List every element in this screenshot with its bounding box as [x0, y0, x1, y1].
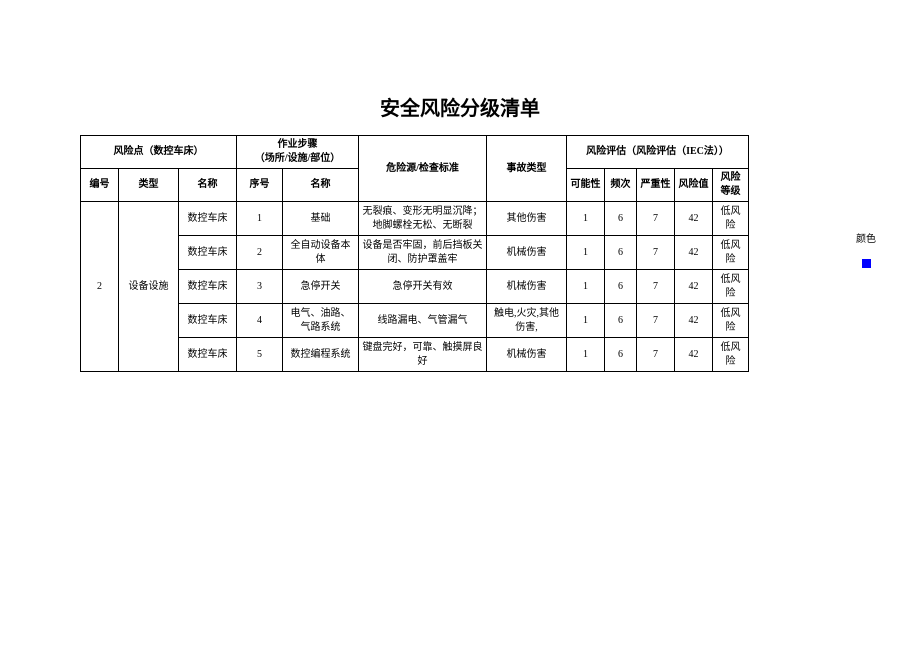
header-severity: 严重性	[637, 169, 675, 202]
cell-level: 低风险	[713, 270, 749, 304]
cell-val: 42	[675, 304, 713, 338]
header-work-step: 作业步骤 （场所/设施/部位）	[237, 136, 359, 169]
cell-freq: 6	[605, 338, 637, 372]
header-frequency: 频次	[605, 169, 637, 202]
header-risk-point: 风险点（数控车床）	[81, 136, 237, 169]
header-accident: 事故类型	[487, 136, 567, 202]
table-row: 2设备设施数控车床1基础无裂痕、变形无明显沉降；地脚螺栓无松、无断裂其他伤害16…	[81, 202, 749, 236]
header-type: 类型	[119, 169, 179, 202]
cell-sev: 7	[637, 236, 675, 270]
cell-hazard: 线路漏电、气管漏气	[359, 304, 487, 338]
table-row: 数控车床2全自动设备本体设备是否牢固，前后挡板关闭、防护罩盖牢机械伤害16742…	[81, 236, 749, 270]
cell-like: 1	[567, 270, 605, 304]
cell-name: 数控车床	[179, 304, 237, 338]
table-row: 数控车床3急停开关急停开关有效机械伤害16742低风险	[81, 270, 749, 304]
risk-table: 风险点（数控车床） 作业步骤 （场所/设施/部位） 危险源/检查标准 事故类型 …	[80, 135, 749, 372]
cell-accident: 机械伤害	[487, 236, 567, 270]
cell-seq: 3	[237, 270, 283, 304]
color-swatch	[862, 259, 871, 268]
header-name2: 名称	[283, 169, 359, 202]
cell-freq: 6	[605, 236, 637, 270]
cell-like: 1	[567, 304, 605, 338]
cell-accident: 机械伤害	[487, 270, 567, 304]
cell-freq: 6	[605, 270, 637, 304]
cell-sev: 7	[637, 270, 675, 304]
header-seq: 序号	[237, 169, 283, 202]
cell-step: 数控编程系统	[283, 338, 359, 372]
header-number: 编号	[81, 169, 119, 202]
cell-accident: 其他伤害	[487, 202, 567, 236]
header-risk-value: 风险值	[675, 169, 713, 202]
cell-name: 数控车床	[179, 202, 237, 236]
cell-level: 低风险	[713, 236, 749, 270]
cell-step: 电气、油路、气路系统	[283, 304, 359, 338]
cell-like: 1	[567, 236, 605, 270]
cell-sev: 7	[637, 202, 675, 236]
cell-sev: 7	[637, 338, 675, 372]
cell-freq: 6	[605, 304, 637, 338]
cell-seq: 4	[237, 304, 283, 338]
table-body: 2设备设施数控车床1基础无裂痕、变形无明显沉降；地脚螺栓无松、无断裂其他伤害16…	[81, 202, 749, 372]
color-label: 颜色	[856, 230, 876, 245]
color-column: 颜色	[856, 230, 876, 271]
cell-val: 42	[675, 338, 713, 372]
cell-accident: 触电,火灾,其他伤害,	[487, 304, 567, 338]
table-wrapper: 风险点（数控车床） 作业步骤 （场所/设施/部位） 危险源/检查标准 事故类型 …	[80, 135, 749, 372]
cell-step: 急停开关	[283, 270, 359, 304]
cell-name: 数控车床	[179, 338, 237, 372]
cell-name: 数控车床	[179, 270, 237, 304]
header-work-step-line2: （场所/设施/部位）	[255, 153, 341, 164]
cell-hazard: 设备是否牢固，前后挡板关闭、防护罩盖牢	[359, 236, 487, 270]
cell-seq: 2	[237, 236, 283, 270]
cell-seq: 1	[237, 202, 283, 236]
cell-level: 低风险	[713, 202, 749, 236]
cell-number: 2	[81, 202, 119, 372]
cell-seq: 5	[237, 338, 283, 372]
cell-step: 全自动设备本体	[283, 236, 359, 270]
cell-hazard: 键盘完好，可靠、触摸屏良好	[359, 338, 487, 372]
header-risk-eval: 风险评估（风险评估（IEC法））	[567, 136, 749, 169]
cell-hazard: 急停开关有效	[359, 270, 487, 304]
table-row: 数控车床5数控编程系统键盘完好，可靠、触摸屏良好机械伤害16742低风险	[81, 338, 749, 372]
cell-like: 1	[567, 338, 605, 372]
cell-val: 42	[675, 202, 713, 236]
cell-type: 设备设施	[119, 202, 179, 372]
cell-level: 低风险	[713, 304, 749, 338]
table-row: 数控车床4电气、油路、气路系统线路漏电、气管漏气触电,火灾,其他伤害,16742…	[81, 304, 749, 338]
header-hazard: 危险源/检查标准	[359, 136, 487, 202]
header-name1: 名称	[179, 169, 237, 202]
cell-val: 42	[675, 236, 713, 270]
cell-name: 数控车床	[179, 236, 237, 270]
header-work-step-line1: 作业步骤	[278, 139, 318, 150]
cell-accident: 机械伤害	[487, 338, 567, 372]
header-risk-level: 风险等级	[713, 169, 749, 202]
page-title: 安全风险分级清单	[0, 0, 920, 133]
cell-like: 1	[567, 202, 605, 236]
cell-freq: 6	[605, 202, 637, 236]
header-likelihood: 可能性	[567, 169, 605, 202]
cell-val: 42	[675, 270, 713, 304]
cell-step: 基础	[283, 202, 359, 236]
cell-level: 低风险	[713, 338, 749, 372]
cell-hazard: 无裂痕、变形无明显沉降；地脚螺栓无松、无断裂	[359, 202, 487, 236]
cell-sev: 7	[637, 304, 675, 338]
